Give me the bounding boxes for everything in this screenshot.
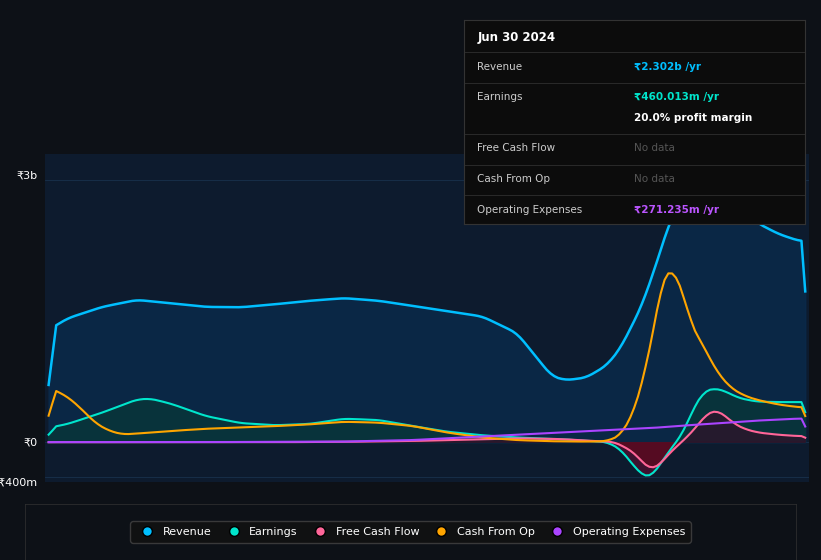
Text: Revenue: Revenue (478, 62, 523, 72)
Text: ₹0: ₹0 (23, 437, 38, 447)
Text: Jun 30 2024: Jun 30 2024 (478, 31, 556, 44)
Text: 2024: 2024 (743, 511, 771, 521)
Text: 2015: 2015 (121, 511, 149, 521)
Text: 2023: 2023 (674, 511, 702, 521)
Text: 2016: 2016 (190, 511, 218, 521)
Text: Cash From Op: Cash From Op (478, 174, 551, 184)
Text: 2020: 2020 (466, 511, 494, 521)
Text: 2021: 2021 (535, 511, 564, 521)
Text: 2014: 2014 (52, 511, 80, 521)
Text: 2017: 2017 (259, 511, 287, 521)
Text: 20.0% profit margin: 20.0% profit margin (635, 113, 753, 123)
Legend: Revenue, Earnings, Free Cash Flow, Cash From Op, Operating Expenses: Revenue, Earnings, Free Cash Flow, Cash … (131, 521, 690, 543)
Text: Earnings: Earnings (478, 92, 523, 102)
Text: -₹400m: -₹400m (0, 477, 38, 487)
Text: ₹3b: ₹3b (16, 170, 38, 180)
Text: 2019: 2019 (397, 511, 425, 521)
Text: 2018: 2018 (328, 511, 356, 521)
Text: Operating Expenses: Operating Expenses (478, 205, 583, 214)
Text: 2022: 2022 (604, 511, 633, 521)
Text: No data: No data (635, 174, 675, 184)
Text: ₹2.302b /yr: ₹2.302b /yr (635, 62, 701, 72)
Text: ₹271.235m /yr: ₹271.235m /yr (635, 205, 719, 214)
Text: Free Cash Flow: Free Cash Flow (478, 143, 556, 153)
Text: ₹460.013m /yr: ₹460.013m /yr (635, 92, 719, 102)
Text: No data: No data (635, 143, 675, 153)
